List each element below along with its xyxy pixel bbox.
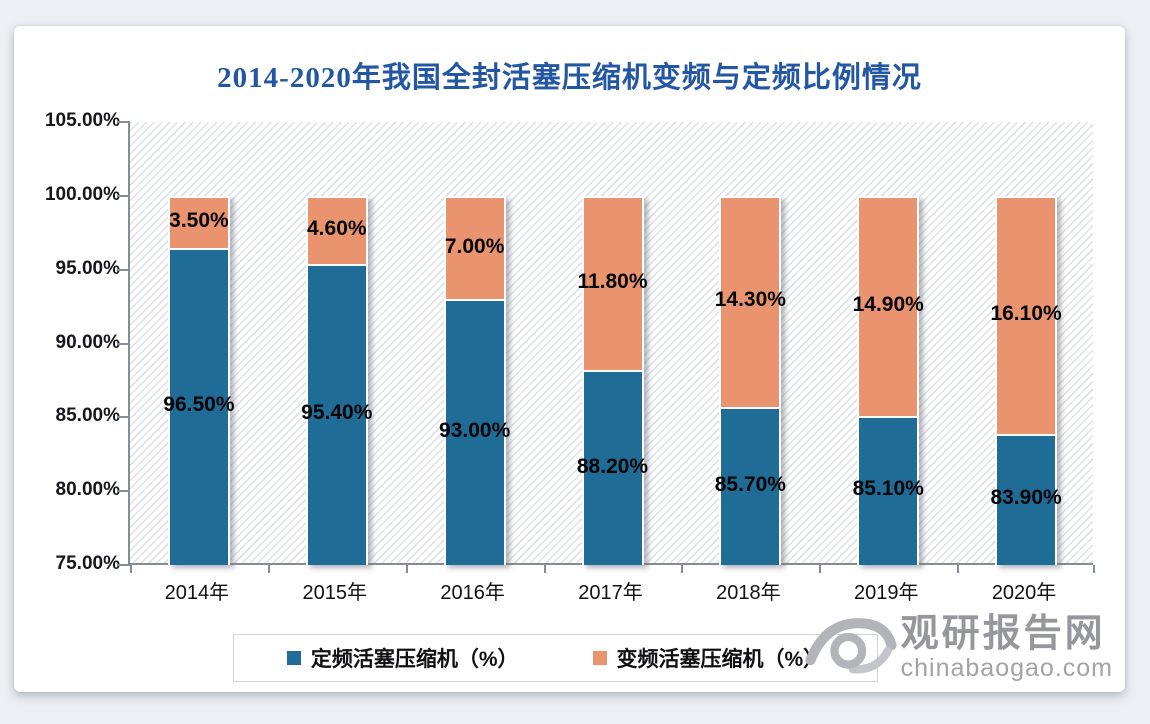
x-axis-tick: [681, 565, 684, 573]
watermark-domain: chinabaogao.com: [900, 654, 1113, 683]
x-axis-labels: 2014年 2015年 2016年 2017年 2018年 2019年 2020年: [128, 576, 1093, 606]
x-tick-label: 2020年: [991, 582, 1057, 604]
watermark-logo-icon: [805, 618, 897, 674]
bar-segment-fixed: [857, 415, 920, 565]
y-axis-tick: [118, 564, 130, 566]
y-axis-tick: [118, 416, 130, 419]
legend-label: 定频活塞压缩机（%）: [310, 648, 519, 671]
legend-label: 变频活塞压缩机（%）: [616, 648, 825, 671]
legend: 定频活塞压缩机（%） 变频活塞压缩机（%）: [233, 634, 878, 682]
stacked-bar: [305, 195, 368, 565]
stacked-bar: [995, 195, 1058, 565]
bar-segment-fixed: [167, 247, 230, 565]
data-label-variable: 7.00%: [444, 234, 505, 258]
data-label-variable: 14.30%: [714, 288, 786, 312]
stacked-bar: [167, 195, 230, 565]
x-tick-label: 2014年: [164, 582, 230, 604]
y-tick-label: 95.00%: [55, 257, 120, 279]
bar-segment-variable: [857, 195, 920, 416]
chart-card: 2014-2020年我国全封活塞压缩机变频与定频比例情况 75.00% 80.00…: [14, 26, 1125, 692]
data-label-variable: 4.60%: [307, 216, 367, 240]
data-label-variable: 3.50%: [169, 208, 229, 232]
watermark-brand: 观研报告网: [900, 612, 1106, 655]
y-axis-tick: [118, 194, 130, 197]
data-label-variable: 16.10%: [990, 301, 1062, 325]
bar-segment-fixed: [995, 433, 1058, 565]
x-tick-label: 2015年: [302, 582, 368, 604]
data-label-fixed: 88.20%: [576, 454, 649, 478]
data-label-fixed: 93.00%: [439, 419, 511, 443]
stacked-bar: [719, 195, 782, 565]
bar-segment-variable: [581, 195, 644, 371]
x-axis-tick: [130, 565, 132, 573]
stacked-bar: [581, 195, 644, 565]
x-tick-label: 2018年: [716, 582, 781, 604]
data-label-variable: 11.80%: [577, 269, 648, 293]
y-tick-label: 80.00%: [55, 479, 120, 501]
y-tick-label: 90.00%: [55, 331, 120, 353]
watermark: 观研报告网 chinabaogao.com: [805, 612, 1113, 686]
legend-item: 变频活塞压缩机（%）: [592, 643, 825, 673]
y-axis-tick: [118, 490, 130, 493]
y-tick-label: 100.00%: [44, 183, 120, 205]
y-tick-label: 75.00%: [55, 553, 120, 574]
x-axis-tick: [957, 565, 960, 573]
data-label-fixed: 85.70%: [714, 472, 786, 496]
bar-segment-variable: [305, 195, 368, 264]
x-tick-label: 2016年: [440, 582, 505, 604]
x-axis-tick: [405, 565, 408, 573]
x-axis-tick: [819, 565, 822, 573]
plot-area: 3.50% 96.50% 4.60% 95.40% 7.00% 93.00% 11.80% 8…: [118, 121, 1095, 573]
y-axis-labels: 75.00% 80.00% 85.00% 90.00% 95.00% 100.00% 105…: [14, 110, 120, 574]
y-tick-label: 85.00%: [55, 405, 120, 427]
bar-segment-fixed: [719, 406, 782, 565]
bar-segment-fixed: [581, 370, 644, 565]
x-tick-label: 2019年: [853, 582, 919, 604]
legend-swatch: [286, 651, 301, 665]
bar-segment-variable: [719, 195, 782, 407]
bar-segment-variable: [443, 195, 506, 300]
x-axis-tick: [543, 565, 546, 573]
data-label-fixed: 83.90%: [990, 486, 1062, 510]
y-tick-label: 105.00%: [44, 110, 120, 131]
stacked-bar: [857, 195, 920, 565]
y-axis-tick: [118, 268, 130, 271]
x-tick-label: 2017年: [578, 582, 643, 604]
bar-segment-variable: [167, 195, 230, 248]
x-axis-tick: [1093, 565, 1095, 573]
bar-segment-fixed: [305, 263, 368, 565]
data-label-fixed: 96.50%: [163, 393, 235, 417]
y-axis-tick: [118, 121, 130, 123]
stacked-bar: [443, 195, 506, 565]
legend-swatch: [592, 651, 607, 665]
x-axis-tick: [267, 565, 270, 573]
data-label-variable: 14.90%: [852, 292, 924, 316]
legend-item: 定频活塞压缩机（%）: [286, 643, 519, 673]
y-axis-tick: [118, 342, 130, 345]
chart-title: 2014-2020年我国全封活塞压缩机变频与定频比例情况: [217, 62, 922, 94]
bar-segment-fixed: [443, 299, 506, 565]
watermark-text: 观研报告网 chinabaogao.com: [900, 612, 1113, 684]
bar-segment-variable: [995, 195, 1058, 434]
data-label-fixed: 85.10%: [852, 477, 924, 501]
data-label-fixed: 95.40%: [301, 401, 373, 425]
